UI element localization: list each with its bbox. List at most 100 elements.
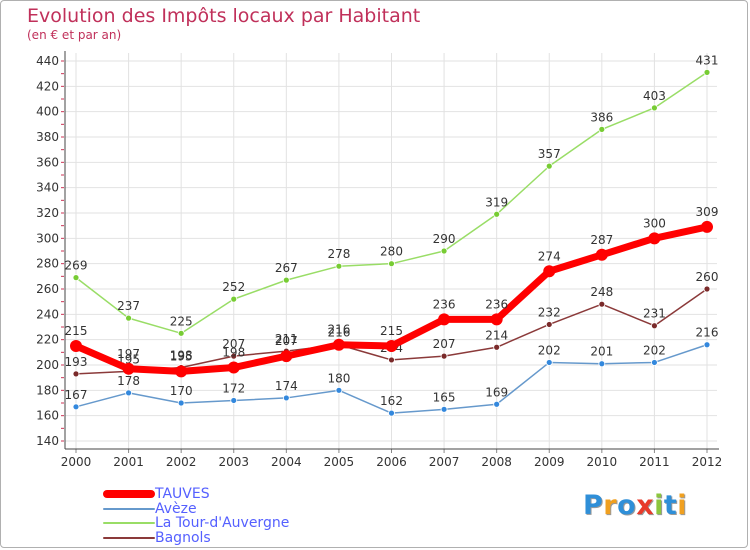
x-tick-label: 2000: [61, 455, 92, 469]
data-label: 267: [275, 261, 298, 275]
y-tick-label: 300: [36, 231, 59, 245]
y-tick-label: 320: [36, 206, 59, 220]
data-point: [651, 359, 658, 366]
data-point: [440, 352, 448, 360]
data-label: 162: [380, 394, 403, 408]
data-point: [490, 313, 503, 326]
data-point: [440, 247, 448, 255]
data-point: [545, 162, 553, 170]
data-label: 274: [538, 249, 561, 263]
data-point: [280, 350, 293, 363]
x-tick-label: 2011: [639, 455, 670, 469]
data-point: [227, 361, 240, 374]
data-label: 225: [170, 314, 193, 328]
x-tick-label: 2002: [166, 455, 197, 469]
series-av-ze: 167 178 170 172 174 180 162 165 169 202 201 202 216: [65, 326, 719, 417]
data-point: [230, 352, 238, 360]
data-point: [72, 403, 80, 411]
y-tick-label: 220: [36, 333, 59, 347]
data-point: [701, 220, 713, 233]
data-point: [493, 343, 501, 351]
data-label: 260: [696, 270, 719, 284]
data-point: [177, 329, 185, 337]
data-point: [122, 362, 135, 375]
data-point: [598, 125, 606, 133]
data-point: [335, 262, 343, 270]
data-label: 309: [696, 205, 719, 219]
x-tick-label: 2007: [429, 455, 460, 469]
data-label: 290: [433, 232, 456, 246]
data-point: [230, 295, 238, 303]
logo-letter: r: [603, 490, 618, 521]
y-tick-label: 260: [36, 282, 59, 296]
data-label: 202: [643, 343, 666, 357]
data-label: 197: [117, 347, 140, 361]
data-label: 215: [380, 324, 403, 338]
legend-label: TAUVES: [155, 486, 210, 502]
x-tick-label: 2009: [534, 455, 565, 469]
data-point: [388, 260, 395, 268]
legend-swatch: [103, 490, 155, 498]
data-point: [493, 210, 501, 218]
data-label: 269: [65, 259, 88, 273]
logo-letter: i: [677, 490, 688, 521]
data-label: 180: [327, 371, 350, 385]
x-tick-label: 2010: [587, 455, 618, 469]
data-label: 195: [170, 349, 193, 363]
legend-label: Bagnols: [155, 529, 211, 546]
data-label: 237: [117, 299, 140, 313]
y-tick-label: 140: [36, 434, 59, 448]
data-label: 178: [117, 374, 140, 388]
x-tick-label: 2012: [692, 455, 723, 469]
data-point: [177, 399, 185, 407]
data-label: 319: [485, 195, 508, 209]
logo-letter: i: [654, 490, 664, 521]
data-label: 278: [327, 247, 350, 261]
data-point: [385, 340, 398, 352]
y-tick-label: 400: [36, 105, 59, 119]
logo-letter: t: [663, 490, 678, 521]
data-point: [651, 322, 658, 330]
data-label: 231: [643, 307, 666, 321]
data-label: 170: [170, 384, 193, 398]
x-tick-label: 2004: [271, 455, 302, 469]
data-label: 201: [590, 345, 613, 359]
data-point: [125, 389, 132, 397]
legend-swatch: [103, 507, 155, 510]
legend-swatch: [103, 522, 155, 524]
data-point: [388, 409, 395, 417]
data-point: [703, 341, 711, 349]
data-point: [230, 397, 238, 404]
data-point: [282, 276, 290, 284]
data-label: 215: [65, 324, 88, 338]
data-point: [703, 285, 711, 293]
data-label: 236: [485, 297, 508, 311]
data-point: [125, 314, 132, 322]
data-point: [598, 300, 606, 308]
legend-swatch: [103, 536, 155, 539]
data-label: 386: [590, 110, 613, 124]
chart-title: Evolution des Impôts locaux par Habitant: [27, 5, 421, 27]
logo-letter: o: [617, 490, 637, 521]
data-point: [438, 313, 451, 326]
data-label: 214: [485, 328, 508, 342]
data-label: 216: [327, 323, 350, 337]
data-label: 202: [538, 343, 561, 357]
data-label: 207: [222, 337, 245, 351]
data-point: [543, 265, 556, 278]
data-label: 216: [696, 326, 719, 340]
data-label: 232: [538, 305, 561, 319]
y-tick-label: 440: [36, 54, 59, 68]
data-label: 403: [643, 89, 666, 103]
data-label: 248: [590, 285, 613, 299]
chart-subtitle: (en € et par an): [27, 28, 122, 42]
x-tick-label: 2001: [113, 455, 144, 469]
data-point: [493, 400, 501, 408]
data-point: [335, 386, 343, 394]
y-tick-label: 240: [36, 307, 59, 321]
data-label: 252: [222, 280, 245, 294]
data-point: [648, 232, 661, 245]
y-tick-label: 160: [36, 409, 59, 423]
